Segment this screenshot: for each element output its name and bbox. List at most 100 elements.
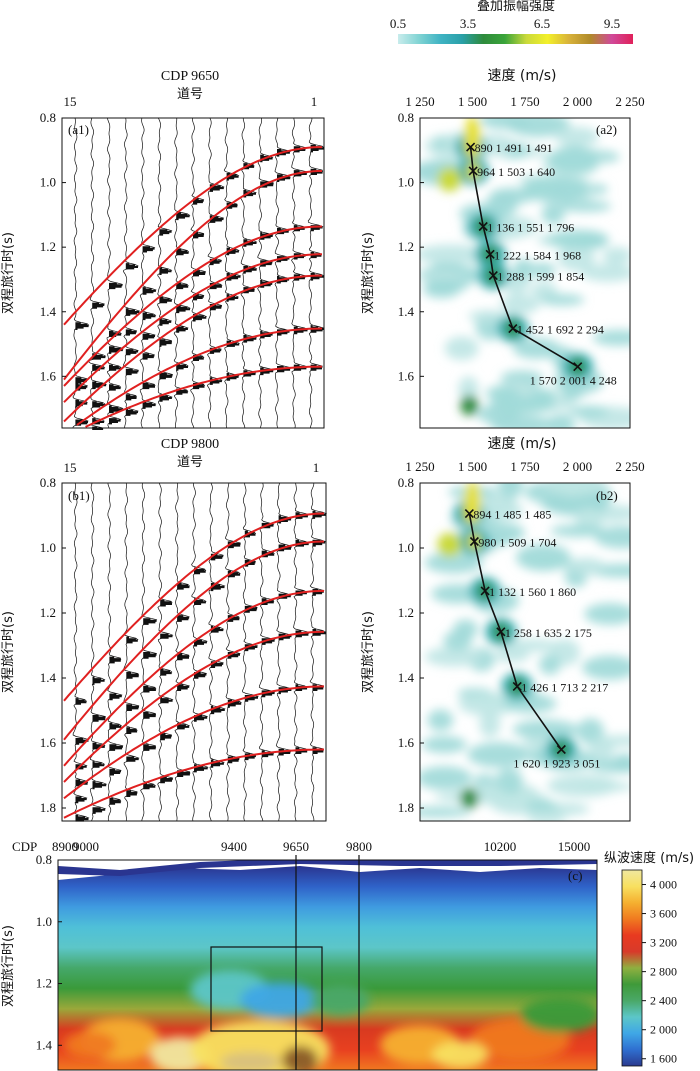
a1-trace-fill-8 (193, 198, 207, 390)
b1Ticks-tick-label-0: 0.8 (40, 475, 56, 490)
cTicks-tick-label-2: 1.2 (36, 976, 52, 991)
a1-trace-10 (157, 117, 173, 429)
a2-bg-blob (444, 336, 479, 361)
a2-pick-marker-5 (508, 323, 518, 334)
panel-a2-velocity-spectrum: 速度 (m/s) 1 250 1 500 1 750 2 000 2 250 890 1… (361, 68, 645, 429)
a1-trace-9 (173, 117, 191, 429)
b2-bg-blob (512, 719, 579, 740)
panel-c-anomalies (64, 970, 597, 1070)
colorbar-top-tick-3: 9.5 (604, 16, 620, 31)
a2-bg-blob (420, 244, 487, 265)
panel-b1-xlabel: 道号 (177, 455, 203, 470)
b1-trace-8 (191, 482, 209, 822)
colorbar-bottom-bar (621, 869, 643, 1067)
b1-nmo-curve-6 (63, 748, 324, 819)
panel-a2-semblance (420, 118, 630, 428)
b2-bg-blob (582, 655, 630, 680)
b2-energy-peak (437, 532, 462, 557)
a1-nmo-curve-3 (63, 225, 323, 387)
colorbar-bottom-tick-label-5: 3 600 (650, 907, 677, 921)
a1-nmo-curve-6 (76, 327, 323, 426)
b2-pick-label-2: 1 132 1 560 1 860 (489, 585, 576, 599)
b2-bg-blob (584, 603, 630, 625)
panel-b2-yaxis: 0.8 1.0 1.2 1.4 1.6 1.8 (398, 475, 424, 815)
a1-trace-fill-7 (209, 184, 224, 385)
colorbar-bottom: 纵波速度 (m/s) 1 600 2 000 2 400 2 800 3 200 3 60… (604, 850, 694, 1067)
b2-pick-marker-2 (480, 586, 490, 596)
a2-bg-blob (506, 118, 570, 138)
a1Ticks-tick-label-2: 1.2 (40, 239, 56, 254)
b1-trace-14 (89, 482, 108, 822)
panel-c-cdp-8900: 8900 (52, 839, 78, 854)
panel-a1-ylabel: 双程旅行时(s) (1, 232, 16, 314)
panel-b1-yaxis: 0.8 1.0 1.2 1.4 1.6 1.8 (40, 475, 66, 815)
a1-trace-fill-4 (260, 154, 274, 376)
b1-trace-fill-10 (160, 599, 173, 784)
b2YTicks-tick-label-0: 0.8 (398, 475, 414, 490)
panel-a1-xlabel: 道号 (177, 87, 203, 102)
b2-bg-blob (550, 524, 605, 537)
b2-xtick-label-1: 1 500 (458, 459, 487, 474)
b2-bg-blob (458, 692, 518, 716)
b1-trace-7 (208, 482, 226, 822)
a1-trace-fill-2 (293, 146, 308, 371)
b2YTicks-tick-label-3: 1.4 (398, 670, 415, 685)
a2-bg-blob (468, 310, 507, 322)
a2-xtick-label-0: 1 250 (405, 94, 434, 109)
b2-pick-marker-3 (496, 627, 506, 637)
a2-pick-label-3: 1 222 1 584 1 968 (494, 248, 581, 262)
panel-a1-traces (72, 117, 325, 430)
a1Ticks-tick-label-3: 1.4 (40, 304, 57, 319)
panel-c-cdp-9650: 9650 (283, 839, 309, 854)
b1-nmo-curve-1 (63, 512, 325, 702)
b1-trace-fill-11 (143, 618, 157, 790)
panel-c-frame (57, 859, 598, 1071)
colorbar-bottom-ticks: 1 600 2 000 2 400 2 800 3 200 3 600 4 000 (642, 878, 677, 1066)
a2-xtick-label-4: 2 250 (615, 94, 644, 109)
a1-trace-7 (206, 117, 225, 429)
panel-c-anomaly-11 (310, 984, 370, 1016)
a2-bg-blob (557, 200, 612, 212)
a2-bg-blob (500, 294, 540, 314)
cTicks-tick-label-1: 1.0 (36, 914, 52, 929)
colorbar-bottom-tick-label-3: 2 800 (650, 965, 677, 979)
panel-b1-gather: CDP 9800 道号 15 1 0.8 1.0 1.2 1.4 1.6 1.8 (b1)… (1, 437, 328, 822)
panel-b2-xaxis: 1 250 1 500 1 750 2 000 2 250 (405, 459, 645, 487)
b2-pick-label-4: 1 426 1 713 2 217 (521, 680, 608, 694)
a1-nmo-curve-1 (63, 146, 322, 326)
panel-c-seafloor-band (58, 860, 597, 876)
b2-bg-blob (443, 630, 472, 651)
a2YTicks-tick-label-2: 1.2 (398, 239, 414, 254)
a2-pick-marker-4 (488, 271, 498, 281)
b2-bg-blob (499, 639, 561, 652)
panel-b2-picks: 894 1 485 1 485 980 1 509 1 704 1 132 1 56… (464, 508, 608, 771)
cTicks-tick-label-3: 1.4 (36, 1037, 53, 1052)
panel-c-cdp-15000: 15000 (558, 839, 591, 854)
a2-bg-blob (529, 262, 556, 278)
panel-c-cdp-prefix: CDP (12, 839, 37, 854)
a1-trace-13 (106, 117, 124, 429)
colorbar-top-tick-2: 6.5 (534, 16, 550, 31)
panel-a1-yaxis: 0.8 1.0 1.2 1.4 1.6 (40, 110, 66, 383)
b1Ticks-tick-label-1: 1.0 (40, 540, 56, 555)
panel-c-highlight-box (210, 946, 323, 1032)
a1-trace-1 (307, 118, 325, 429)
b2-bg-blob (592, 735, 630, 747)
b1Ticks-tick-label-2: 1.2 (40, 605, 56, 620)
b2-pick-label-0: 894 1 485 1 485 (473, 508, 551, 522)
b2-bg-blob (479, 710, 501, 738)
a1-trace-15 (72, 117, 90, 429)
panel-c-anomaly-3 (282, 1046, 318, 1070)
panel-a2-title: 速度 (m/s) (487, 68, 556, 84)
a1-trace-3 (274, 117, 291, 429)
panel-b2-velocity-spectrum: 速度 (m/s) 1 250 1 500 1 750 2 000 2 250 894 1… (361, 436, 645, 822)
panel-b1-trace-label-right: 1 (313, 460, 320, 475)
a2-pick-label-4: 1 288 1 599 1 854 (497, 270, 584, 284)
panel-a2-label: (a2) (596, 122, 617, 137)
panel-a1-trace-label-right: 1 (311, 94, 318, 109)
a1-trace-fill-6 (226, 173, 241, 381)
b1-trace-12 (123, 482, 140, 822)
a1-nmo-curve-7 (85, 365, 323, 428)
b2YTicks-tick-label-2: 1.2 (398, 605, 414, 620)
